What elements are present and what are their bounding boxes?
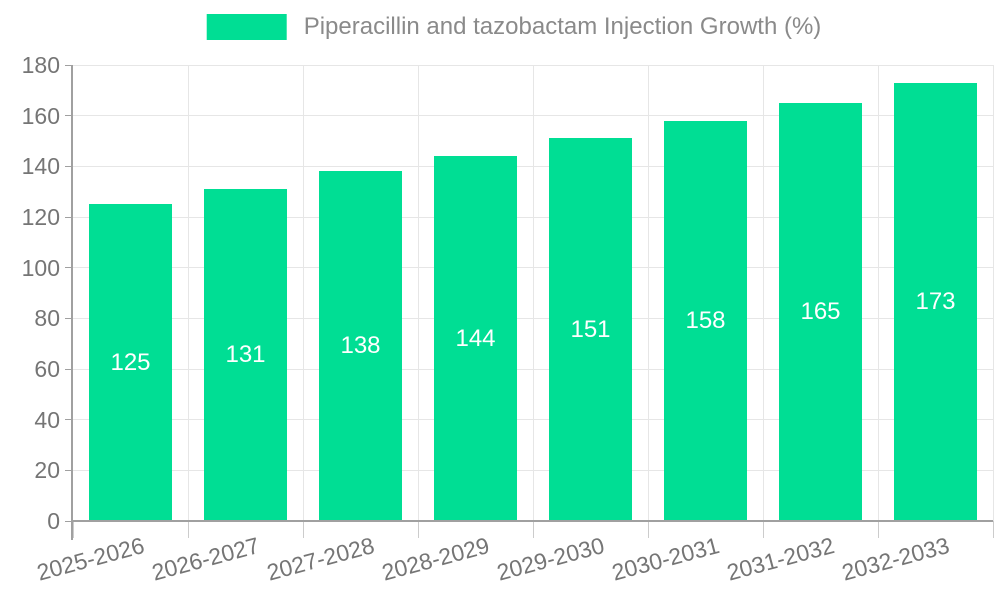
gridline-vertical [187,65,189,521]
y-axis-tick [65,267,73,269]
y-axis-label: 20 [34,457,60,484]
x-axis-tick [647,521,649,538]
y-axis-tick [65,64,73,66]
y-axis-label: 160 [21,102,60,129]
bar-value-label: 125 [110,348,151,376]
x-axis-label: 2030-2031 [608,531,722,586]
x-axis-tick [877,521,879,538]
bar [89,204,172,521]
gridline-vertical [532,65,534,521]
bar-value-label: 173 [915,287,956,315]
x-axis-label: 2032-2033 [838,531,952,586]
x-axis-tick [302,521,304,538]
y-axis-tick [65,469,73,471]
bar-value-label: 131 [225,341,266,369]
gridline-vertical [762,65,764,521]
x-axis-line [73,520,993,522]
y-axis-tick [65,368,73,370]
y-axis-label: 0 [47,508,60,534]
bar [894,82,977,521]
y-axis-tick [65,165,73,167]
bar-value-label: 138 [340,332,381,360]
y-axis-label: 140 [21,153,60,180]
y-axis-label: 60 [34,356,60,382]
bar [664,120,747,521]
bar-value-label: 158 [685,306,726,334]
y-axis-label: 40 [34,406,60,433]
legend-label: Piperacillin and tazobactam Injection Gr… [303,13,822,40]
y-axis-line [71,65,73,540]
x-axis-tick [417,521,419,538]
bar-value-label: 165 [800,298,841,325]
x-axis-tick [992,521,994,538]
y-axis-label: 180 [21,52,60,78]
gridline-vertical [992,65,994,521]
bar [779,103,862,521]
bar [319,171,402,521]
x-axis-tick [187,521,189,538]
gridline-vertical [877,65,879,521]
y-axis-tick [65,216,73,218]
x-axis-label: 2025-2026 [33,531,147,586]
y-axis-tick [65,115,73,117]
y-axis-label: 120 [21,204,60,230]
gridline-vertical [647,65,649,521]
y-axis-label: 80 [34,305,60,332]
y-axis-tick [65,419,73,421]
x-axis-label: 2027-2028 [263,531,377,586]
x-axis-label: 2026-2027 [148,531,262,586]
x-axis-label: 2029-2030 [493,531,607,586]
bar [434,156,517,521]
y-axis-tick [65,317,73,319]
x-axis-tick [72,521,74,538]
bar-value-label: 144 [455,324,496,352]
gridline-vertical [417,65,419,521]
x-axis-tick [762,521,764,538]
x-axis-tick [532,521,534,538]
y-axis-tick [65,520,73,522]
bar [204,189,287,521]
y-axis-label: 100 [21,254,60,281]
legend: Piperacillin and tazobactam Injection Gr… [206,13,822,40]
bar [549,138,632,521]
bar-value-label: 151 [570,315,611,343]
x-axis-label: 2028-2029 [378,531,492,586]
legend-swatch [206,14,287,40]
x-axis-label: 2031-2032 [723,531,837,586]
gridline-vertical [302,65,304,521]
